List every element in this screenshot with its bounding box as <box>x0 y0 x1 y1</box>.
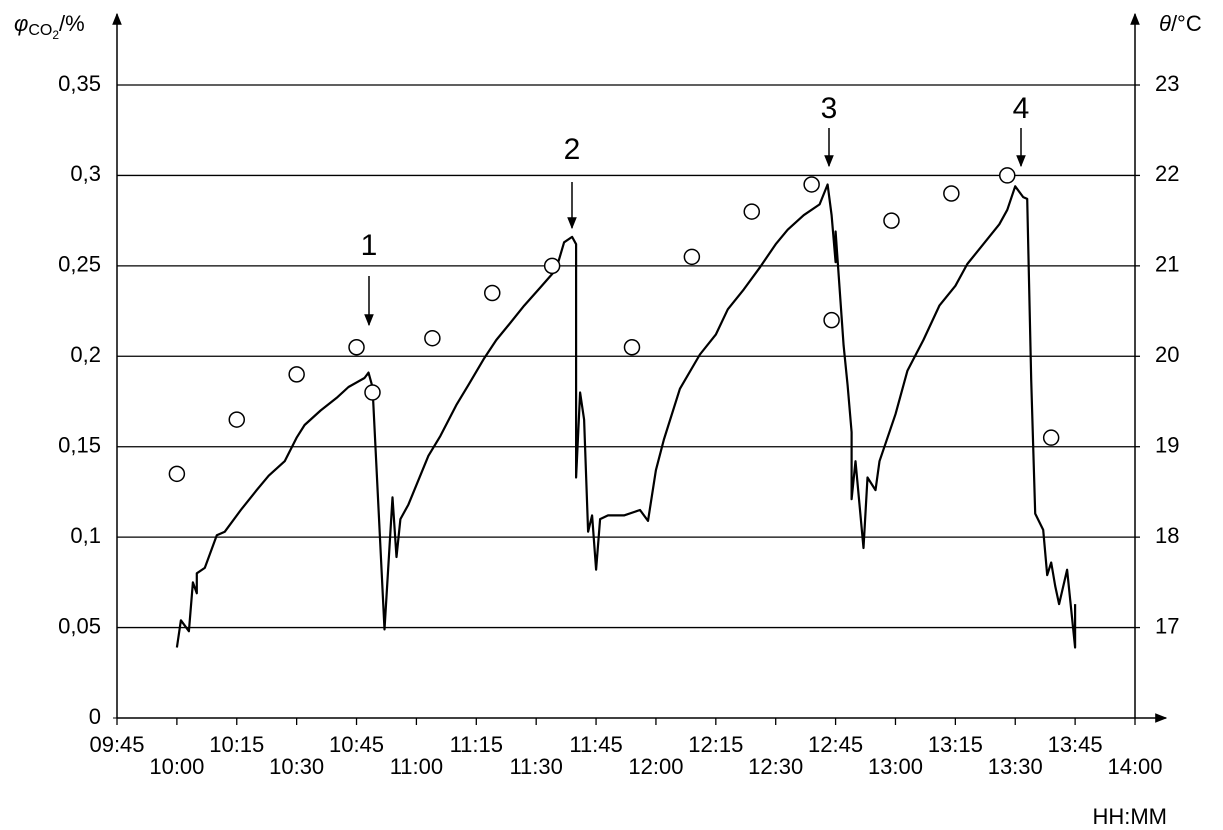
annotation-label: 4 <box>1013 92 1030 125</box>
x-tick-label: 10:45 <box>329 732 384 757</box>
temperature-point <box>364 384 381 401</box>
y2-tick-label: 17 <box>1155 613 1179 638</box>
y2-axis-label: θ/°C <box>1159 11 1202 36</box>
y2-tick-label: 19 <box>1155 433 1179 458</box>
y2-label-symbol: θ <box>1159 11 1171 36</box>
y-label-symbol: φ <box>14 11 28 36</box>
x-tick-label: 09:45 <box>89 732 144 757</box>
annotation-label: 2 <box>564 133 581 166</box>
x-tick-label: 13:00 <box>868 754 923 779</box>
co2-line <box>175 183 1077 649</box>
temperature-point <box>683 248 701 266</box>
x-tick-label: 12:15 <box>688 732 743 757</box>
temperature-point <box>484 284 501 302</box>
x-tick-label: 11:45 <box>569 732 622 757</box>
y-tick-label: 0,05 <box>58 613 101 638</box>
y-axis-label: φCO2/% <box>14 11 85 42</box>
x-tick-label: 13:45 <box>1048 732 1103 757</box>
y-tick-label: 0,15 <box>58 433 101 458</box>
x-tick-label: 11:15 <box>450 732 503 757</box>
x-tick-label: 13:30 <box>988 754 1043 779</box>
x-tick-label: 10:00 <box>149 754 204 779</box>
annotation-label: 3 <box>821 92 838 125</box>
temperature-point <box>823 311 840 329</box>
x-tick-label: 12:30 <box>748 754 803 779</box>
x-axis-label: HH:MM <box>1092 804 1167 829</box>
y2-tick-label: 20 <box>1155 342 1179 367</box>
y-tick-label: 0 <box>89 704 101 729</box>
y-label-unit: /% <box>59 11 85 36</box>
y-tick-label: 0,1 <box>70 523 101 548</box>
x-tick-label: 10:30 <box>269 754 324 779</box>
temperature-point <box>424 329 441 347</box>
x-tick-label: 11:30 <box>509 754 562 779</box>
y2-tick-label: 22 <box>1155 161 1179 186</box>
temperature-point <box>168 465 186 483</box>
temperature-point <box>943 185 960 202</box>
x-tick-label: 10:15 <box>209 732 264 757</box>
x-tick-label: 12:00 <box>628 754 683 779</box>
temperature-point <box>543 257 561 275</box>
y2-tick-label: 23 <box>1155 71 1179 96</box>
temperature-point <box>623 338 641 356</box>
temperature-point <box>1042 429 1060 446</box>
y-tick-label: 0,35 <box>58 71 101 96</box>
temperature-point <box>228 411 246 428</box>
x-tick-label: 12:45 <box>808 732 863 757</box>
y-label-subscript: CO <box>28 22 52 39</box>
temperature-point <box>348 338 365 356</box>
temperature-point <box>999 167 1016 184</box>
x-tick-label: 11:00 <box>390 754 443 779</box>
y-tick-label: 0,3 <box>70 161 101 186</box>
y2-label-unit: /°C <box>1171 11 1202 36</box>
x-tick-label: 14:00 <box>1107 754 1162 779</box>
x-tick-label: 13:15 <box>928 732 983 757</box>
temperature-point <box>743 203 761 220</box>
y-label-subsubscript: 2 <box>52 28 59 42</box>
y2-tick-label: 21 <box>1155 252 1179 277</box>
temperature-point <box>803 176 820 193</box>
temperature-point <box>883 212 900 229</box>
y2-tick-label: 18 <box>1155 523 1179 548</box>
temperature-point <box>288 366 305 383</box>
y-tick-label: 0,25 <box>58 252 101 277</box>
annotation-label: 1 <box>361 229 378 262</box>
y-tick-label: 0,2 <box>70 342 101 367</box>
